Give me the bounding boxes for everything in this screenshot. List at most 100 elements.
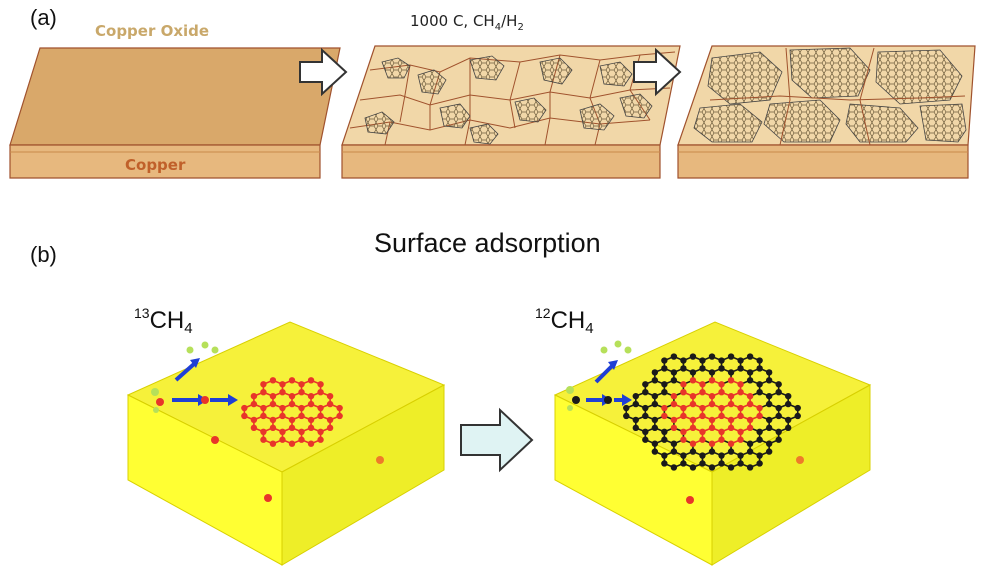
carbon-atom xyxy=(680,404,687,412)
panel-b-title: Surface adsorption xyxy=(374,228,601,258)
carbon-atom xyxy=(336,404,343,412)
carbon-atom xyxy=(727,377,735,384)
carbon-atom xyxy=(746,440,754,447)
carbon-atom xyxy=(718,436,725,443)
carbon-atom xyxy=(756,436,763,443)
carbon-atom xyxy=(746,369,754,376)
carbon-atom xyxy=(727,392,735,400)
carbon-atom xyxy=(756,389,763,396)
carbon-atom xyxy=(775,428,782,435)
carbon-atom xyxy=(746,416,754,424)
carbon-atom xyxy=(670,392,678,400)
carbon-atom xyxy=(727,464,735,471)
carbon-atom xyxy=(708,369,716,376)
carbon-atom xyxy=(670,416,678,424)
carbon-atom xyxy=(708,448,716,455)
carbon-atom xyxy=(746,392,754,400)
carbon-atom xyxy=(689,400,697,408)
carbon-atom xyxy=(756,365,763,372)
carbon-atom xyxy=(670,400,678,408)
carbon-atom xyxy=(737,436,744,443)
carbon-atom xyxy=(737,365,744,372)
carbon-atom xyxy=(661,357,668,364)
carbon-atom xyxy=(260,404,267,412)
carbon-atom xyxy=(651,424,659,432)
carbon-atom xyxy=(250,392,258,400)
carbon-atom xyxy=(642,436,649,443)
carbon-atom xyxy=(269,377,277,384)
carbon-atom xyxy=(250,424,258,432)
carbon-atom xyxy=(651,416,659,424)
carbon-atom xyxy=(756,357,763,364)
carbon-atom xyxy=(241,412,248,420)
carbon-atom xyxy=(250,416,258,424)
carbon-atom xyxy=(699,389,706,396)
carbon-atom xyxy=(288,377,296,384)
carbon-atom xyxy=(298,428,305,435)
carbon-atom xyxy=(708,440,716,447)
carbon-atom xyxy=(737,404,744,412)
carbon-atom xyxy=(670,353,678,360)
carbon-atom xyxy=(699,357,706,364)
carbon-atom xyxy=(737,389,744,396)
carbon-atom xyxy=(746,353,754,360)
process-arrow-b xyxy=(460,407,534,473)
carbon-atom xyxy=(307,377,315,384)
carbon-atom xyxy=(269,424,277,432)
carbon-atom xyxy=(661,436,668,443)
carbon-atom xyxy=(689,464,697,471)
carbon-atom xyxy=(298,412,305,420)
substrate-left xyxy=(126,321,446,566)
growth-condition: 1000 C, CH4/H2 xyxy=(410,12,524,33)
carbon-atom xyxy=(307,440,315,447)
carbon-atom xyxy=(680,412,687,420)
carbon-atom xyxy=(279,412,286,420)
carbon-atom xyxy=(689,448,697,455)
panel-a-label: (a) xyxy=(30,5,57,30)
carbon-atom xyxy=(737,357,744,364)
carbon-atom xyxy=(708,416,716,424)
carbon-atom xyxy=(642,412,649,420)
carbon-atom xyxy=(642,428,649,435)
carbon-atom xyxy=(279,436,286,443)
carbon-atom xyxy=(775,404,782,412)
carbon-atom xyxy=(670,464,678,471)
graphene-islands-small xyxy=(364,55,653,145)
carbon-atom xyxy=(651,369,659,376)
carbon-atom xyxy=(718,357,725,364)
carbon-atom xyxy=(699,452,706,459)
carbon-atom xyxy=(670,369,678,376)
carbon-atom xyxy=(746,400,754,408)
carbon-atom xyxy=(775,381,782,388)
carbon-atom xyxy=(680,365,687,372)
carbon-atom xyxy=(651,377,659,384)
carbon-atom xyxy=(727,448,735,455)
carbon-atom xyxy=(288,424,296,432)
carbon-atom xyxy=(326,392,334,400)
carbon-atom xyxy=(746,424,754,432)
carbon-atom xyxy=(307,424,315,432)
carbon-atom xyxy=(670,377,678,384)
carbon-atom xyxy=(260,381,267,388)
carbon-atom xyxy=(746,448,754,455)
carbon-atom xyxy=(765,416,773,424)
carbon-atom xyxy=(661,404,668,412)
carbon-atom xyxy=(651,392,659,400)
carbon-atom xyxy=(708,377,716,384)
carbon-atom xyxy=(680,452,687,459)
carbon-atom xyxy=(689,377,697,384)
carbon-atom xyxy=(661,389,668,396)
carbon-atom xyxy=(642,381,649,388)
carbon-atom xyxy=(737,381,744,388)
carbon-atom xyxy=(708,353,716,360)
carbon-atom xyxy=(279,389,286,396)
carbon-atom xyxy=(661,365,668,372)
carbon-atom xyxy=(727,424,735,432)
carbon-atom xyxy=(765,424,773,432)
carbon-atom xyxy=(288,416,296,424)
carbon-atom xyxy=(737,412,744,420)
carbon-atom xyxy=(317,428,324,435)
carbon-atom xyxy=(765,440,773,447)
carbon-atom xyxy=(642,389,649,396)
carbon-atom xyxy=(269,400,277,408)
